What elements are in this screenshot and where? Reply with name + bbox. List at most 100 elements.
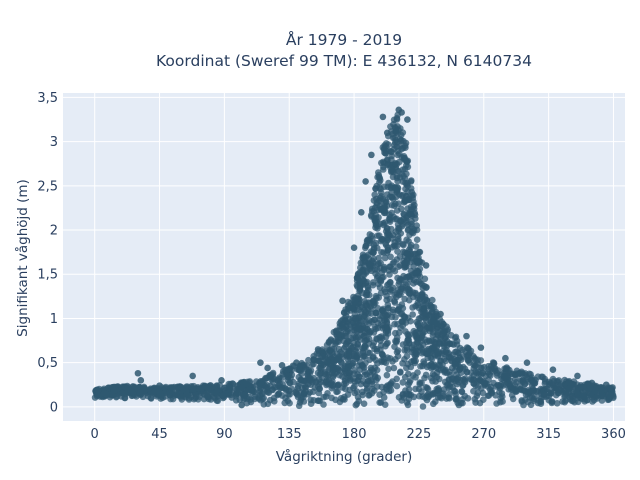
data-point <box>420 302 428 309</box>
data-point <box>486 371 493 378</box>
data-point <box>371 323 379 331</box>
data-point <box>345 337 352 345</box>
data-point <box>353 400 361 408</box>
x-tick-label: 180 <box>342 427 367 442</box>
data-point <box>425 337 433 344</box>
data-point <box>327 336 335 343</box>
data-point <box>418 337 425 345</box>
data-point <box>405 395 413 403</box>
data-point <box>403 250 411 257</box>
data-point <box>399 379 407 386</box>
data-point <box>365 392 373 399</box>
data-point <box>479 389 487 397</box>
data-point <box>383 129 391 137</box>
data-point <box>264 364 271 372</box>
data-points <box>91 106 617 410</box>
data-point <box>122 390 129 398</box>
data-point <box>552 386 560 394</box>
data-point <box>393 215 400 223</box>
data-point <box>169 395 177 403</box>
data-point <box>369 354 377 362</box>
data-point <box>360 333 367 340</box>
data-point <box>493 372 501 379</box>
data-point <box>358 362 366 369</box>
data-point <box>390 116 398 124</box>
data-point <box>434 329 442 336</box>
data-point <box>395 200 402 207</box>
data-point <box>429 296 436 304</box>
data-point <box>416 380 424 388</box>
data-point <box>425 345 432 353</box>
data-point <box>384 339 391 347</box>
data-point <box>359 349 367 357</box>
data-point <box>367 328 375 335</box>
data-point <box>394 248 401 255</box>
data-point <box>400 210 407 218</box>
data-point <box>356 278 363 286</box>
data-point <box>354 393 362 401</box>
data-point <box>574 394 582 402</box>
data-point <box>505 369 513 377</box>
data-point <box>380 358 388 366</box>
data-point <box>267 371 275 379</box>
data-point <box>378 249 385 256</box>
data-point <box>263 381 271 389</box>
data-point <box>479 369 486 377</box>
data-point <box>305 356 312 364</box>
data-point <box>381 254 389 262</box>
data-point <box>204 392 211 399</box>
data-point <box>565 379 573 386</box>
data-point <box>553 400 561 407</box>
data-point <box>366 262 373 269</box>
data-point <box>405 226 412 233</box>
data-point <box>605 391 613 398</box>
data-point <box>335 345 343 353</box>
data-point <box>417 363 424 370</box>
data-point <box>397 137 404 145</box>
data-point <box>388 193 396 201</box>
data-point <box>368 267 375 275</box>
data-point <box>393 256 401 263</box>
data-point <box>393 382 401 390</box>
y-tick-label: 3,5 <box>37 91 58 106</box>
data-point <box>264 400 272 408</box>
data-point <box>416 265 424 273</box>
data-point <box>388 148 396 156</box>
data-point <box>410 263 417 270</box>
data-point <box>389 235 397 242</box>
data-point <box>404 163 412 171</box>
data-point <box>437 310 444 318</box>
data-point <box>474 356 481 364</box>
data-point <box>190 395 198 403</box>
data-point <box>338 359 346 367</box>
data-point <box>177 383 185 391</box>
data-point <box>458 388 465 395</box>
data-point <box>371 216 379 224</box>
data-point <box>428 365 435 372</box>
data-point <box>380 166 387 173</box>
data-point <box>353 335 360 342</box>
data-point <box>524 388 532 396</box>
data-point <box>345 348 353 356</box>
data-point <box>408 358 415 366</box>
data-point <box>422 384 430 391</box>
data-point <box>459 396 466 403</box>
data-point <box>372 185 379 192</box>
data-point <box>394 177 401 185</box>
data-point <box>422 309 430 317</box>
data-point <box>387 382 395 389</box>
data-point <box>362 302 369 309</box>
data-point <box>400 154 408 162</box>
data-point <box>388 313 396 321</box>
data-point <box>365 320 373 327</box>
data-point <box>473 370 481 377</box>
data-point <box>327 381 334 389</box>
data-point <box>523 359 531 366</box>
data-point <box>275 375 283 383</box>
data-point <box>361 254 368 262</box>
data-point <box>588 379 596 387</box>
x-tick-label: 0 <box>91 427 99 442</box>
data-point <box>383 224 391 232</box>
data-point <box>374 260 382 268</box>
